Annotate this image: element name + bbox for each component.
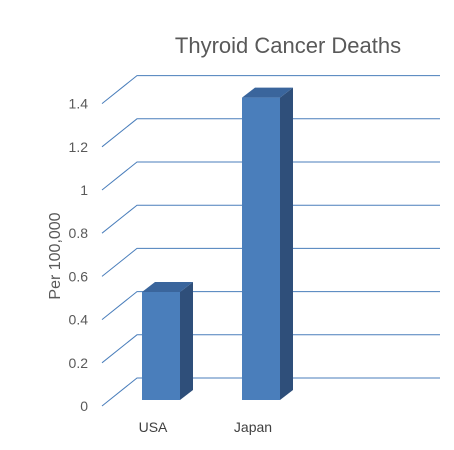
gridline-6 <box>101 118 440 148</box>
bar-side-1 <box>280 87 293 400</box>
gridline-1 <box>101 334 440 364</box>
gridline-5 <box>101 161 440 191</box>
bar-top-1 <box>242 87 293 98</box>
y-tick-label-4: 0.8 <box>69 225 89 241</box>
y-tick-label-7: 1.4 <box>69 96 89 112</box>
gridline-4 <box>101 204 440 234</box>
bar-japan <box>242 87 293 400</box>
gridlines <box>101 75 440 407</box>
gridline-7 <box>101 75 440 104</box>
gridline-3 <box>101 247 440 277</box>
y-tick-label-6: 1.2 <box>69 139 89 155</box>
y-tick-label-2: 0.4 <box>69 312 89 328</box>
x-category-labels: USA Japan <box>139 419 272 435</box>
y-tick-labels: 0 0.2 0.4 0.6 0.8 1 1.2 1.4 <box>69 96 89 414</box>
chart-title: Thyroid Cancer Deaths <box>175 33 401 58</box>
y-tick-label-5: 1 <box>80 182 88 198</box>
bars <box>142 87 293 400</box>
x-category-label-0: USA <box>139 419 168 435</box>
gridline-0 <box>101 377 440 407</box>
bar-front-0 <box>142 292 180 400</box>
y-tick-label-0: 0 <box>80 398 88 414</box>
y-axis-label: Per 100,000 <box>47 212 64 299</box>
gridline-2 <box>101 291 440 320</box>
x-category-label-1: Japan <box>234 419 272 435</box>
bar-usa <box>142 282 193 400</box>
bar-top-0 <box>142 282 193 292</box>
bar-side-0 <box>180 282 193 400</box>
y-tick-label-1: 0.2 <box>69 355 89 371</box>
y-tick-label-3: 0.6 <box>69 268 89 284</box>
bar-front-1 <box>242 97 280 400</box>
